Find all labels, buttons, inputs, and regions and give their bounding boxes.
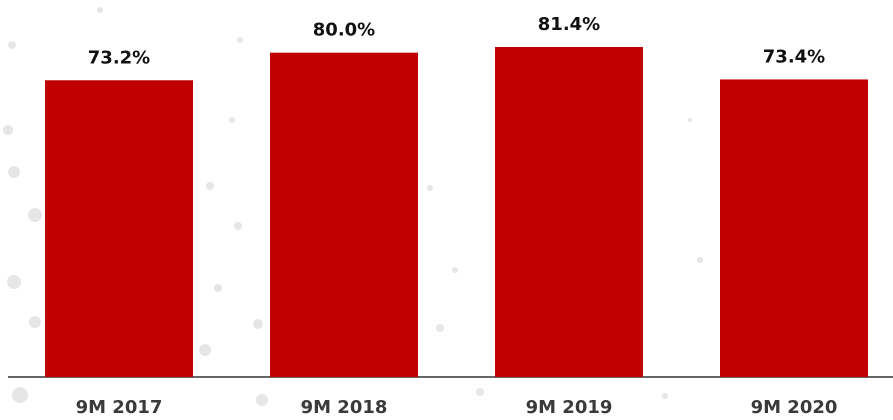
bar <box>45 80 193 377</box>
x-tick-label: 9M 2020 <box>751 397 838 418</box>
data-label: 81.4% <box>538 14 600 35</box>
data-label: 73.4% <box>763 46 825 67</box>
x-tick-label: 9M 2017 <box>76 397 163 418</box>
background-dots <box>3 7 703 410</box>
data-label: 73.2% <box>88 47 150 68</box>
bar <box>495 47 643 378</box>
x-tick-label: 9M 2019 <box>526 397 613 418</box>
bar <box>270 52 418 378</box>
x-tick-label: 9M 2018 <box>301 397 388 418</box>
data-label: 80.0% <box>313 20 375 41</box>
bar <box>720 79 868 377</box>
